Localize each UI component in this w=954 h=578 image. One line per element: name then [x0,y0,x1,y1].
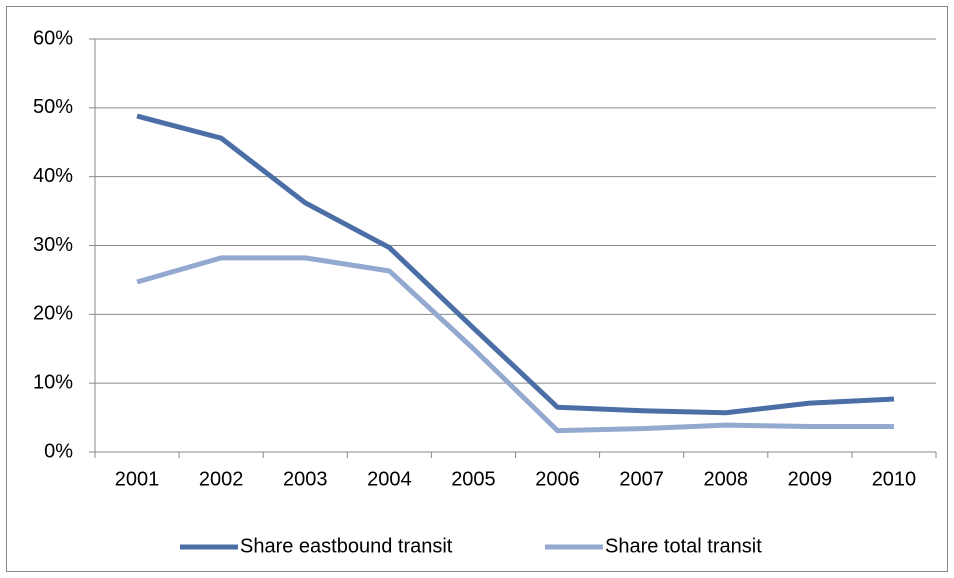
x-tick-label: 2007 [619,468,664,490]
series-line [136,255,894,434]
x-tick-label: 2008 [704,468,749,490]
x-tick-label: 2010 [872,468,917,490]
x-tick-label: 2003 [283,468,328,490]
y-tick-label: 50% [33,96,73,118]
chart-border [6,6,948,572]
x-tick-label: 2002 [199,468,244,490]
x-tick-label: 2005 [451,468,496,490]
y-tick-label: 40% [33,165,73,187]
y-tick-label: 30% [33,234,73,256]
legend-label: Share eastbound transit [240,535,453,557]
y-tick-label: 10% [33,371,73,393]
series-line [136,113,895,416]
x-tick-label: 2004 [367,468,412,490]
legend-label: Share total transit [605,535,762,557]
x-tick-label: 2006 [535,468,580,490]
y-tick-label: 0% [44,440,73,462]
x-tick-label: 2009 [788,468,833,490]
y-tick-label: 60% [33,27,73,49]
y-tick-label: 20% [33,303,73,325]
x-tick-label: 2001 [115,468,160,490]
